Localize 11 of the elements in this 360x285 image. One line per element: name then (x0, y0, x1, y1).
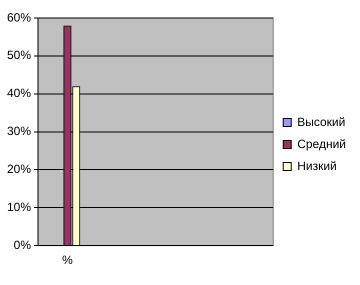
y-tick-label: 50% (6, 48, 32, 62)
y-tick-label: 0% (14, 238, 32, 252)
legend-label: Высокий (297, 114, 346, 129)
x-tick-label: % (62, 253, 74, 268)
y-tick-label: 60% (6, 10, 32, 24)
legend-label: Средний (297, 136, 346, 151)
y-tick-label: 40% (6, 86, 32, 100)
y-tick-label: 10% (6, 200, 32, 214)
y-tick-label: 20% (6, 162, 32, 176)
legend-label: Низкий (297, 158, 337, 173)
y-tick-label: 30% (6, 124, 32, 138)
